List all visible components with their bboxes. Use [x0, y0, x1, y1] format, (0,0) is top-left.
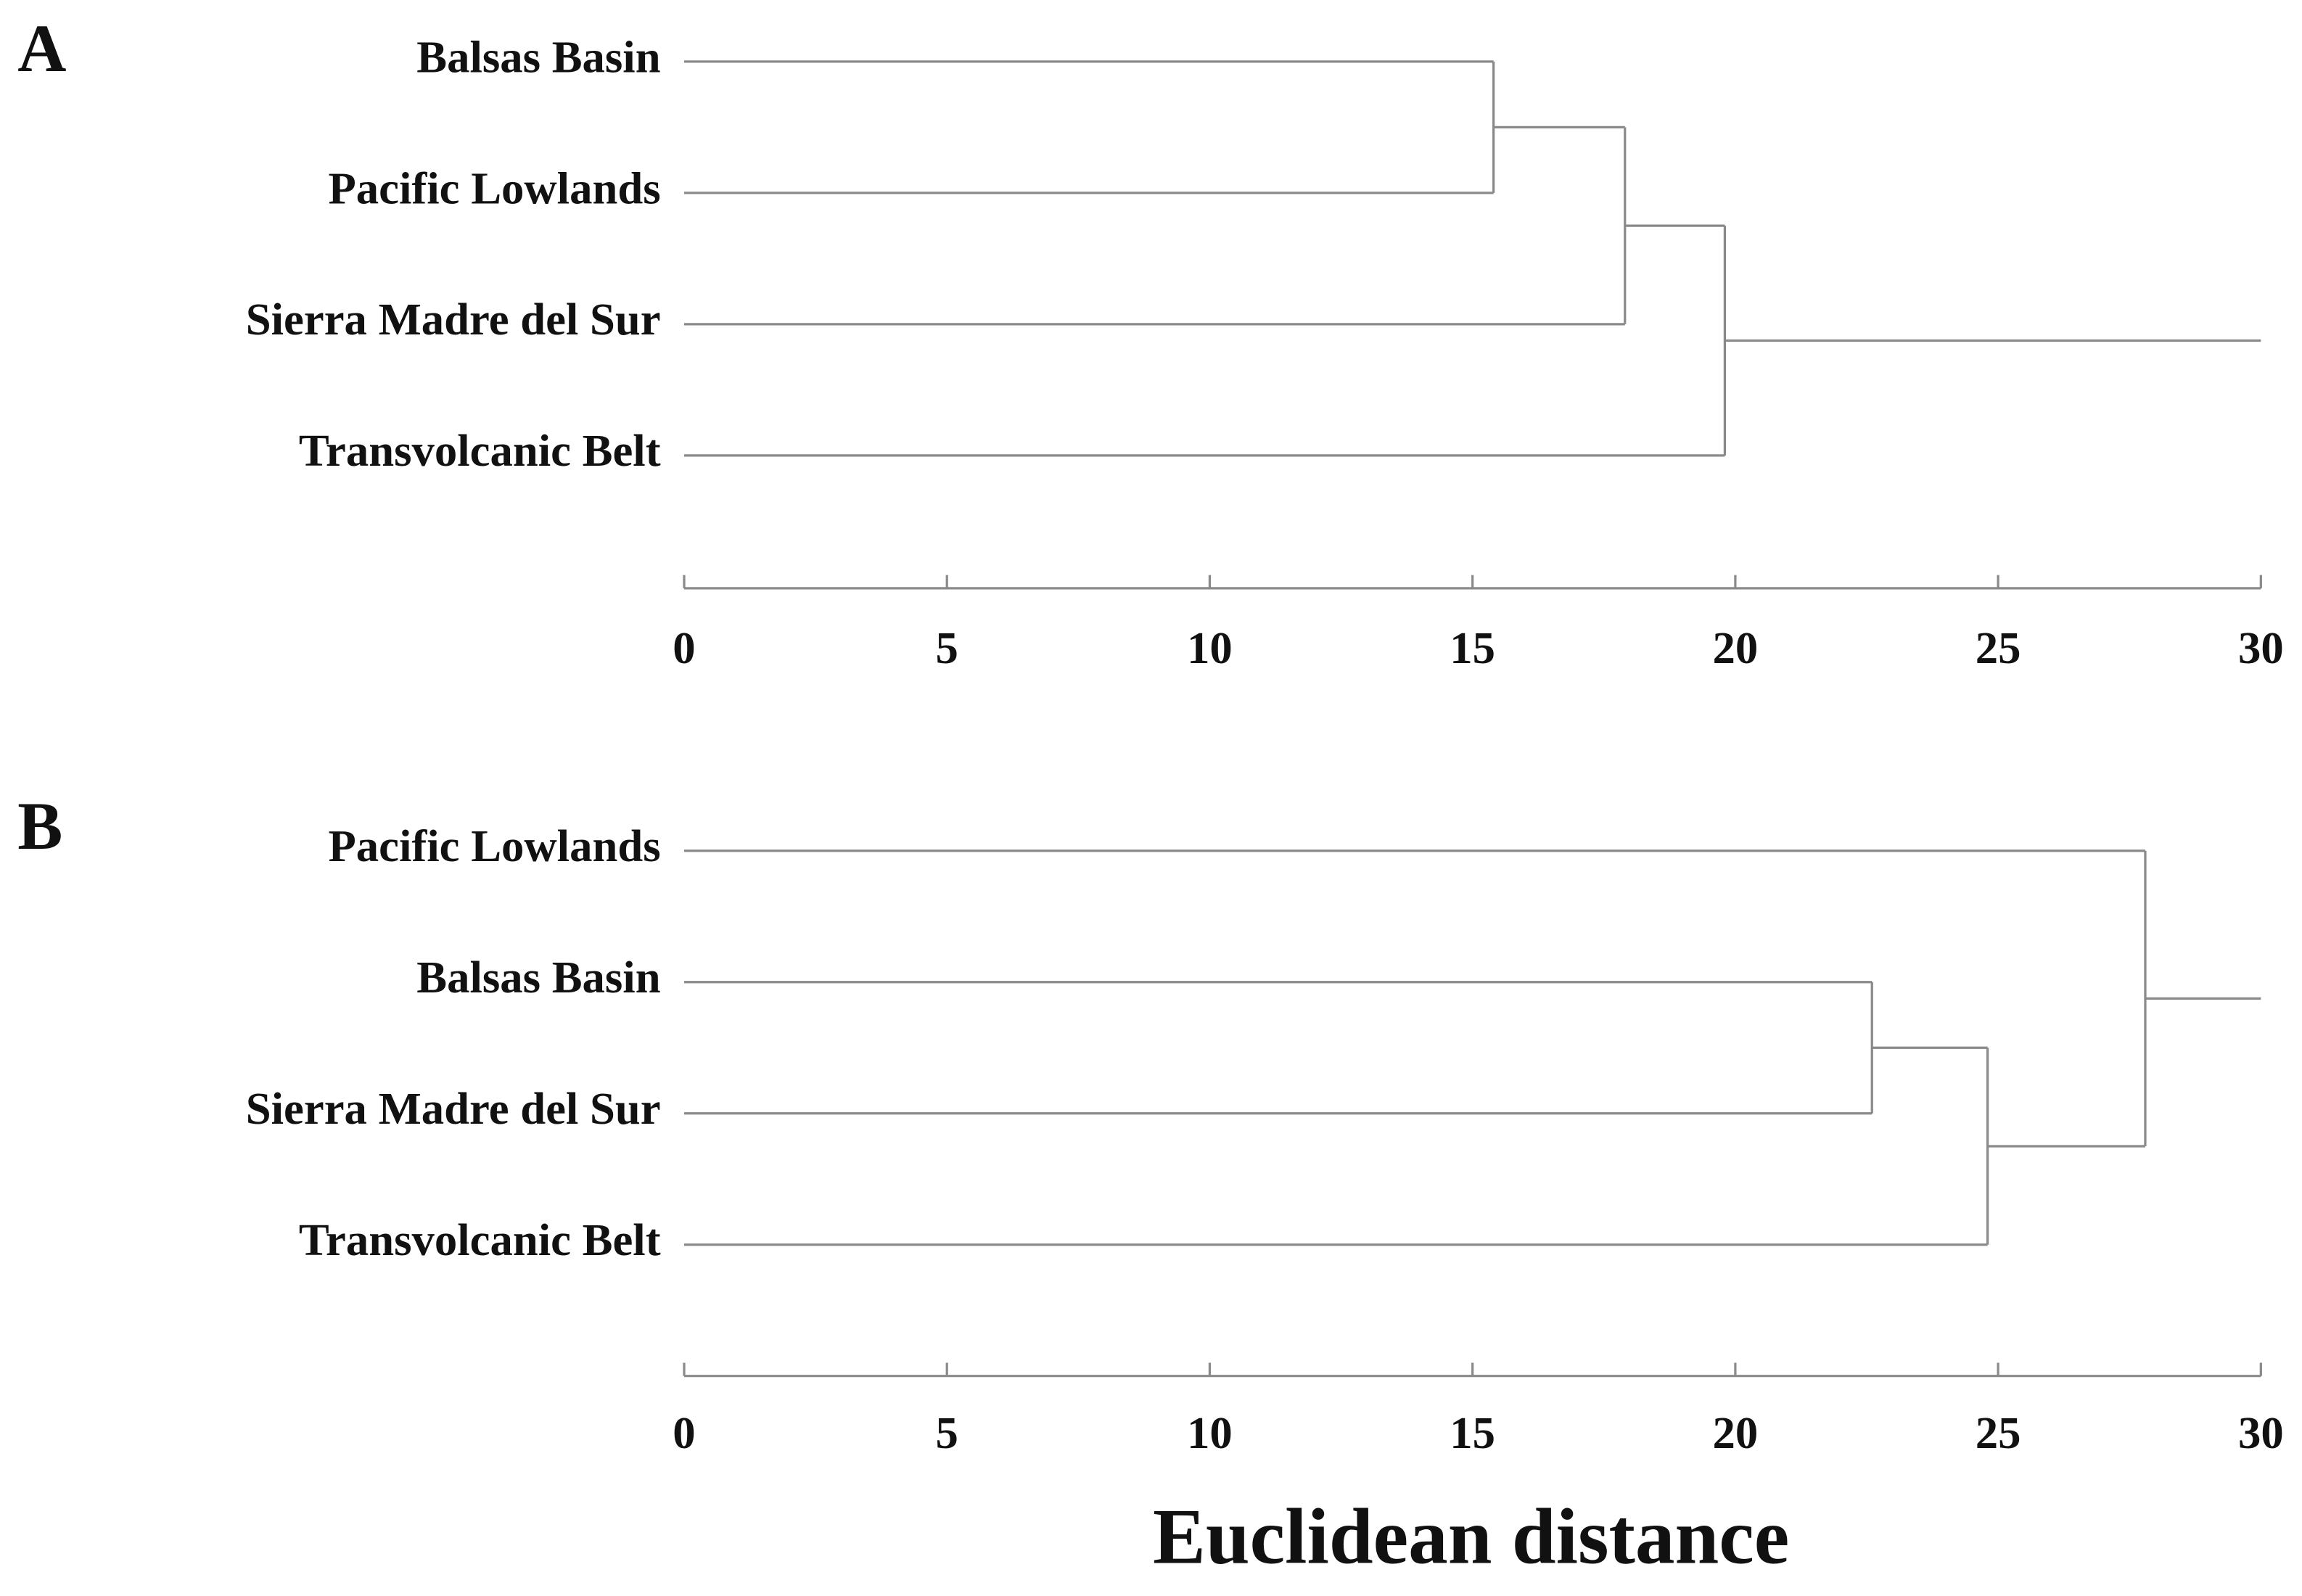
- x-tick-label: 25: [1976, 1407, 2021, 1458]
- leaf-label: Transvolcanic Belt: [299, 1214, 661, 1265]
- x-tick-label: 0: [673, 622, 695, 673]
- x-tick-label: 10: [1187, 1407, 1233, 1458]
- x-tick-label: 0: [673, 1407, 695, 1458]
- panel-label: B: [17, 789, 62, 864]
- axis-title: Euclidean distance: [1153, 1492, 1789, 1580]
- x-tick-label: 5: [936, 622, 958, 673]
- leaf-label: Sierra Madre del Sur: [246, 294, 661, 345]
- x-tick-label: 30: [2238, 622, 2284, 673]
- x-tick-label: 15: [1450, 1407, 1495, 1458]
- leaf-label: Transvolcanic Belt: [299, 425, 661, 476]
- x-tick-label: 25: [1976, 622, 2021, 673]
- panel-label: A: [17, 12, 66, 86]
- x-tick-label: 10: [1187, 622, 1233, 673]
- leaf-label: Pacific Lowlands: [328, 163, 660, 213]
- leaf-label: Sierra Madre del Sur: [246, 1083, 661, 1134]
- x-tick-label: 15: [1450, 622, 1495, 673]
- leaf-label: Balsas Basin: [416, 952, 660, 1003]
- x-tick-label: 30: [2238, 1407, 2284, 1458]
- leaf-label: Balsas Basin: [416, 31, 660, 82]
- x-tick-label: 20: [1713, 622, 1759, 673]
- x-tick-label: 20: [1713, 1407, 1759, 1458]
- leaf-label: Pacific Lowlands: [328, 820, 660, 871]
- x-tick-label: 5: [936, 1407, 958, 1458]
